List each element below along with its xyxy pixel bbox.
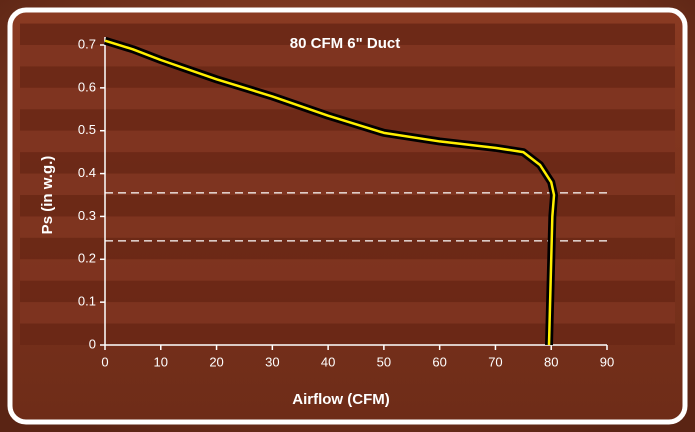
line bbox=[104, 39, 556, 346]
stripe bbox=[20, 302, 675, 324]
stripe bbox=[20, 130, 675, 153]
stripe bbox=[20, 87, 675, 110]
x-tick-label: 0 bbox=[101, 354, 108, 369]
stripe bbox=[20, 280, 675, 303]
x-tick-label: 70 bbox=[488, 354, 502, 369]
y-axis-label: Ps (in w.g.) bbox=[39, 156, 56, 235]
stripe bbox=[20, 216, 675, 238]
y-tick-label: 0.4 bbox=[78, 165, 96, 180]
stripe bbox=[20, 152, 675, 174]
x-tick-label: 90 bbox=[600, 354, 614, 369]
x-tick-label: 40 bbox=[321, 354, 335, 369]
x-tick-label: 10 bbox=[154, 354, 168, 369]
x-tick-label: 60 bbox=[432, 354, 446, 369]
x-tick-label: 20 bbox=[209, 354, 223, 369]
stripe bbox=[20, 259, 675, 281]
x-tick-label: 50 bbox=[377, 354, 391, 369]
x-tick-label: 30 bbox=[265, 354, 279, 369]
y-tick-label: 0 bbox=[89, 336, 96, 351]
stripe bbox=[20, 45, 675, 67]
stripe bbox=[20, 173, 675, 195]
x-tick-label: 80 bbox=[544, 354, 558, 369]
stripe bbox=[20, 237, 675, 260]
y-tick-label: 0.3 bbox=[78, 208, 96, 223]
chart-title: 80 CFM 6" Duct bbox=[290, 35, 400, 52]
stripe bbox=[20, 323, 675, 345]
plot-stripes bbox=[20, 23, 675, 345]
y-tick-label: 0.7 bbox=[78, 36, 96, 51]
stripe bbox=[20, 23, 675, 45]
y-tick-label: 0.2 bbox=[78, 251, 96, 266]
stripe bbox=[20, 66, 675, 88]
y-tick-label: 0.1 bbox=[78, 294, 96, 309]
y-tick-label: 0.6 bbox=[78, 79, 96, 94]
y-tick-label: 0.5 bbox=[78, 122, 96, 137]
stripe bbox=[20, 195, 675, 217]
x-axis-label: Airflow (CFM) bbox=[292, 391, 389, 408]
